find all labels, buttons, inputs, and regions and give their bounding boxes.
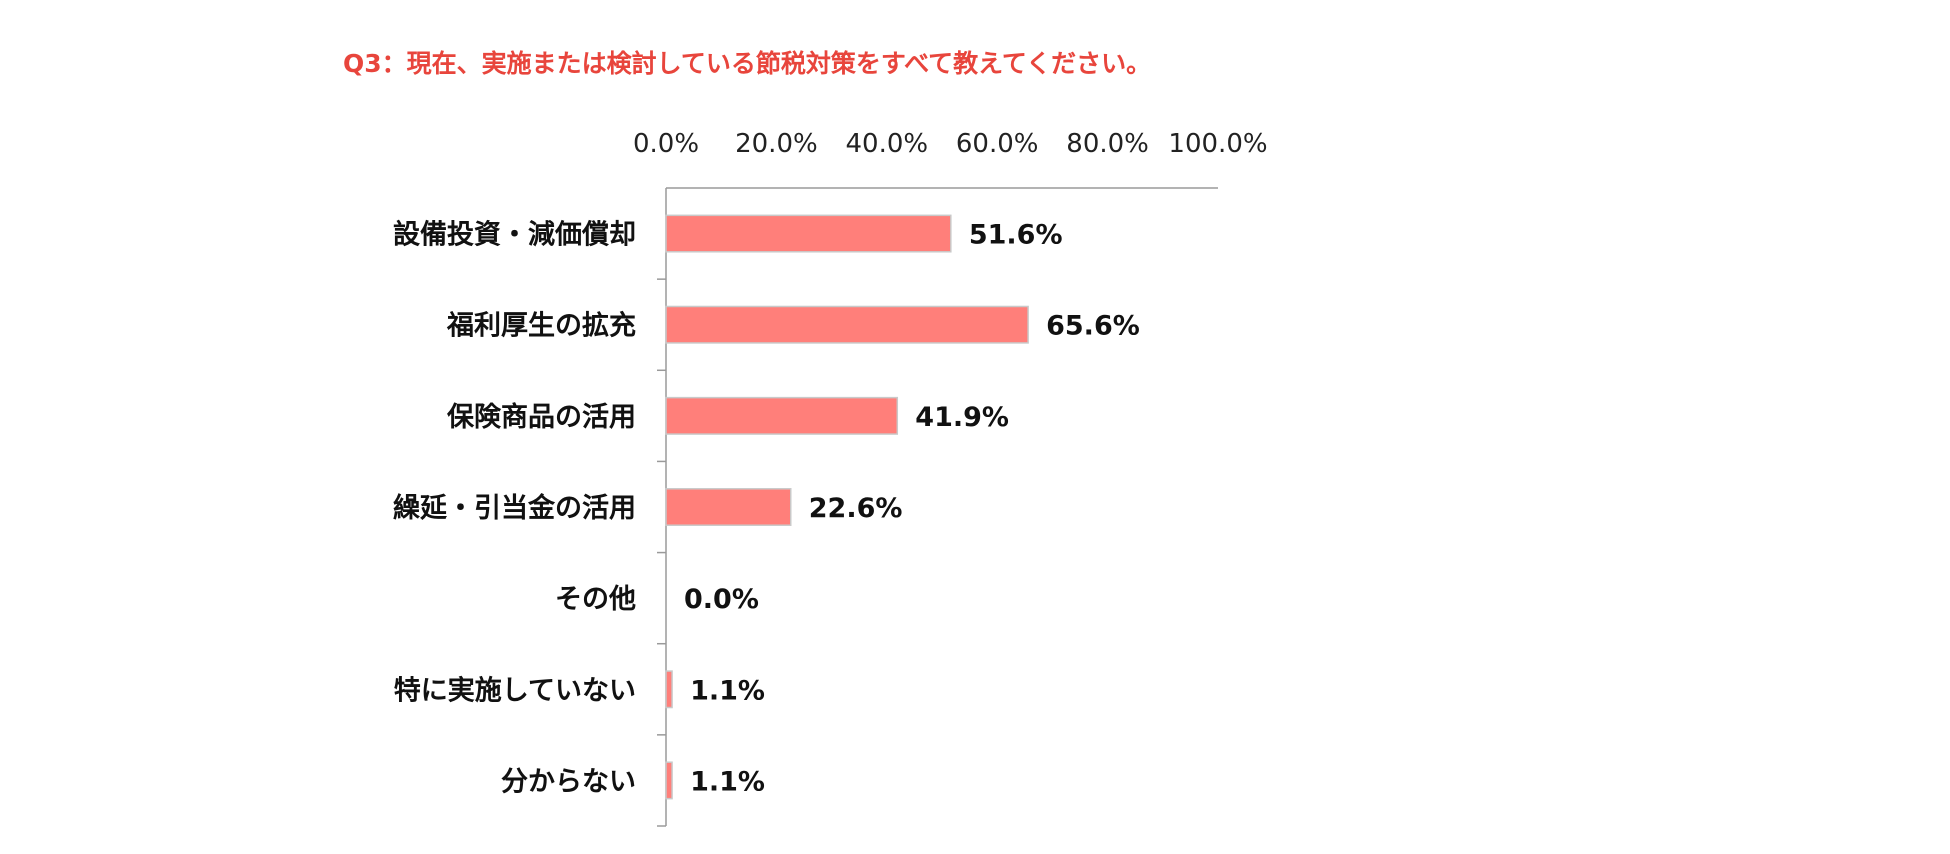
x-tick-label: 40.0% <box>845 129 928 159</box>
data-label: 22.6% <box>809 493 903 524</box>
data-label: 65.6% <box>1046 311 1140 342</box>
category-label: 特に実施していない <box>394 674 636 706</box>
data-label: 1.1% <box>690 675 765 706</box>
category-label: その他 <box>555 584 636 615</box>
chart-title: Q3：現在、実施または検討している節税対策をすべて教えてください。 <box>343 49 1151 78</box>
x-axis-tick-labels: 0.0% 20.0% 40.0% 60.0% 80.0% 100.0% <box>633 129 1268 159</box>
data-label: 41.9% <box>915 402 1009 433</box>
category-label: 繰延・引当金の活用 <box>393 492 636 524</box>
data-label: 1.1% <box>690 766 765 797</box>
bar <box>665 761 673 800</box>
x-tick-label: 0.0% <box>633 129 699 159</box>
plot-area: 設備投資・減価償却 51.6% 福利厚生の拡充 65.6% 保険商品の活用 41.9% 繰延… <box>393 187 1218 827</box>
bar <box>665 488 792 526</box>
bar <box>665 670 673 709</box>
bar <box>665 305 1029 344</box>
bar <box>665 214 952 253</box>
category-label: 分からない <box>501 766 636 797</box>
data-label: 0.0% <box>684 584 759 615</box>
category-label: 保険商品の活用 <box>446 402 636 433</box>
bar <box>665 396 899 435</box>
x-tick-label: 100.0% <box>1168 129 1267 159</box>
x-tick-label: 60.0% <box>956 129 1039 159</box>
category-label: 設備投資・減価償却 <box>393 219 636 251</box>
category-label: 福利厚生の拡充 <box>446 310 636 342</box>
data-label: 51.6% <box>969 220 1063 251</box>
x-tick-label: 80.0% <box>1066 129 1149 159</box>
x-tick-label: 20.0% <box>735 129 818 159</box>
